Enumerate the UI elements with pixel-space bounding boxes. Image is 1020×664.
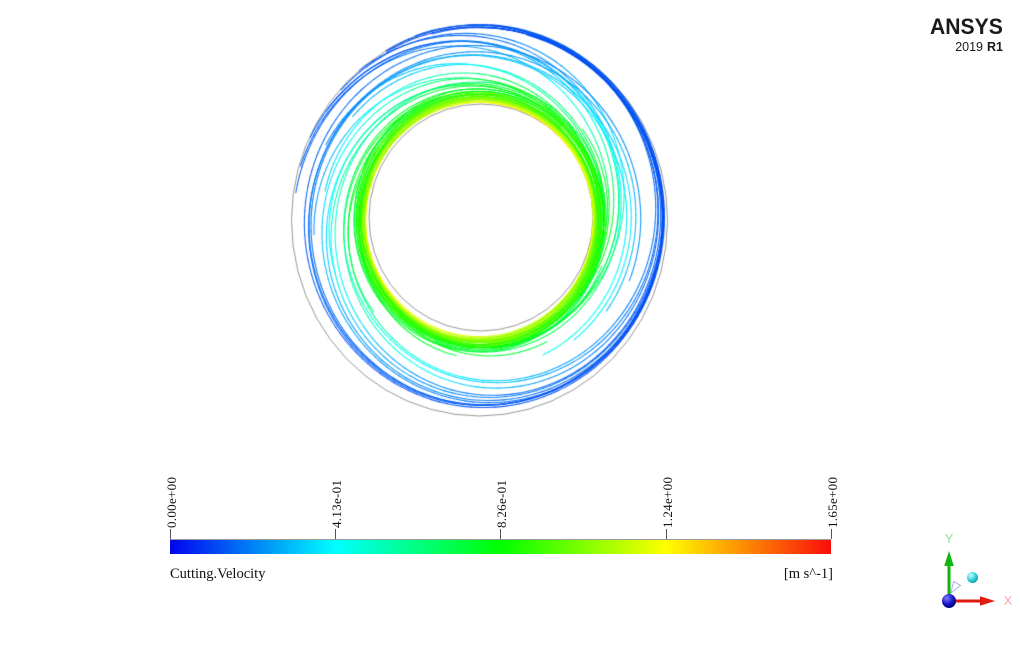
colorbar-tick-label: 1.65e+00 xyxy=(825,476,840,528)
colorbar-tick-label: 0.00e+00 xyxy=(164,476,179,528)
triad-free-sphere-icon xyxy=(967,572,978,583)
ansys-version-year: 2019 xyxy=(955,40,984,54)
z-axis-wire-arrow-icon xyxy=(950,580,962,595)
x-axis-arrowhead-icon xyxy=(980,596,995,606)
x-axis-label: X xyxy=(1004,593,1013,608)
axis-triad[interactable]: Y X xyxy=(920,523,1020,623)
y-axis-label: Y xyxy=(945,531,954,546)
ansys-version-release: R1 xyxy=(987,40,1003,54)
y-axis-arrowhead-icon xyxy=(944,551,954,566)
ansys-version: 2019 R1 xyxy=(927,41,1003,54)
colorbar-tick xyxy=(666,529,667,539)
colorbar-tick xyxy=(335,529,336,539)
colorbar-tick xyxy=(170,529,171,539)
ansys-logo: ANSYS 2019 R1 xyxy=(927,16,1003,54)
colorbar-tick xyxy=(500,529,501,539)
colorbar xyxy=(170,539,831,554)
colorbar-tick xyxy=(831,529,832,539)
viewport-canvas[interactable] xyxy=(0,0,1020,450)
colorbar-variable-label: Cutting.Velocity xyxy=(170,566,266,582)
z-axis-origin-sphere-icon xyxy=(942,594,956,608)
colorbar-units-label: [m s^-1] xyxy=(783,566,833,582)
colorbar-tick-label: 8.26e-01 xyxy=(494,479,509,528)
colorbar-tick-label: 1.24e+00 xyxy=(660,476,675,528)
ansys-logo-text: ANSYS xyxy=(930,14,1003,39)
colorbar-tick-label: 4.13e-01 xyxy=(329,479,344,528)
